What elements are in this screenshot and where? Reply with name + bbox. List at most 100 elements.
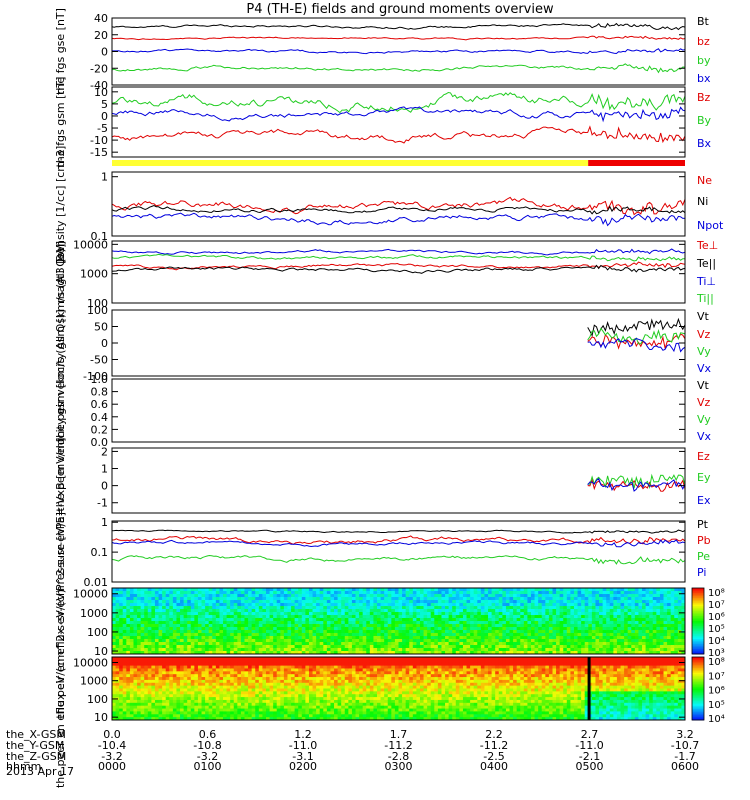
heatmap-cell <box>334 645 339 649</box>
heatmap-cell <box>552 588 557 592</box>
heatmap-cell <box>129 694 134 698</box>
heatmap-cell <box>262 588 267 592</box>
heatmap-cell <box>258 671 263 675</box>
heatmap-cell <box>548 615 553 619</box>
heatmap-cell <box>609 597 614 601</box>
heatmap-cell <box>405 615 410 619</box>
heatmap-cell <box>197 671 203 675</box>
heatmap-cell <box>223 633 228 637</box>
heatmap-cell <box>119 657 124 661</box>
heatmap-cell <box>154 679 160 684</box>
heatmap-cell <box>115 711 120 715</box>
heatmap-cell <box>151 624 156 628</box>
heatmap-cell <box>215 688 220 692</box>
heatmap-cell <box>219 699 224 704</box>
legend-entry: by <box>697 54 711 67</box>
heatmap-cell <box>577 606 582 610</box>
heatmap-cell <box>473 651 478 655</box>
heatmap-cell <box>183 705 188 710</box>
heatmap-cell <box>287 699 292 704</box>
heatmap-cell <box>258 665 263 669</box>
heatmap-cell <box>190 668 195 672</box>
heatmap-cell <box>308 609 314 613</box>
heatmap-cell <box>180 708 185 712</box>
heatmap-cell <box>212 633 217 637</box>
heatmap-cell <box>398 597 403 601</box>
heatmap-cell <box>172 688 177 692</box>
heatmap-cell <box>147 612 152 616</box>
heatmap-cell <box>226 691 231 695</box>
heatmap-cell <box>513 621 518 625</box>
heatmap-cell <box>634 648 639 652</box>
heatmap-cell <box>129 671 134 675</box>
heatmap-cell <box>190 636 195 640</box>
heatmap-cell <box>162 600 167 604</box>
heatmap-cell <box>613 630 618 634</box>
heatmap-cell <box>312 624 317 628</box>
heatmap-cell <box>552 630 557 634</box>
heatmap-cell <box>348 618 353 622</box>
y-axis-label: the peir en eflux eV/(cm^2-s-sr-eV) <box>54 523 67 718</box>
heatmap-cell <box>137 674 142 678</box>
heatmap-cell <box>144 688 149 692</box>
heatmap-cell <box>226 615 231 619</box>
heatmap-cell <box>477 606 482 610</box>
heatmap-cell <box>652 621 657 625</box>
heatmap-cell <box>115 671 120 675</box>
heatmap-cell <box>280 665 285 669</box>
heatmap-cell <box>158 591 163 595</box>
heatmap-cell <box>344 645 349 649</box>
heatmap-cell <box>634 621 639 625</box>
heatmap-cell <box>205 627 210 631</box>
heatmap-cell <box>215 624 220 628</box>
heatmap-cell <box>616 591 622 595</box>
heatmap-cell <box>556 600 561 604</box>
heatmap-cell <box>190 630 195 634</box>
heatmap-cell <box>505 642 511 646</box>
heatmap-cell <box>638 615 643 619</box>
heatmap-cell <box>556 612 561 616</box>
heatmap-cell <box>659 627 665 631</box>
heatmap-cell <box>230 688 235 692</box>
heatmap-cell <box>656 630 661 634</box>
heatmap-cell <box>584 591 589 595</box>
heatmap-cell <box>427 594 432 598</box>
heatmap-cell <box>126 624 131 628</box>
heatmap-cell <box>244 671 249 675</box>
heatmap-cell <box>319 600 324 604</box>
heatmap-cell <box>581 603 586 607</box>
heatmap-cell <box>158 627 163 631</box>
heatmap-cell <box>452 627 457 631</box>
heatmap-cell <box>498 648 503 652</box>
heatmap-cell <box>151 682 156 687</box>
heatmap-cell <box>509 636 514 640</box>
colorbar-swatch <box>692 627 704 630</box>
heatmap-cell <box>520 648 525 652</box>
heatmap-cell <box>563 603 568 607</box>
heatmap-cell <box>441 630 446 634</box>
heatmap-cell <box>602 633 607 637</box>
heatmap-cell <box>298 682 303 687</box>
heatmap-cell <box>663 612 668 616</box>
heatmap-cell <box>223 591 228 595</box>
heatmap-cell <box>634 594 639 598</box>
heatmap-cell <box>559 639 564 643</box>
heatmap-cell <box>405 636 410 640</box>
heatmap-cell <box>502 609 507 613</box>
heatmap-cell <box>319 615 324 619</box>
heatmap-cell <box>387 594 392 598</box>
heatmap-cell <box>559 651 564 655</box>
heatmap-cell <box>129 624 134 628</box>
heatmap-cell <box>362 624 367 628</box>
heatmap-cell <box>359 636 364 640</box>
heatmap-cell <box>624 630 629 634</box>
heatmap-cell <box>448 651 453 655</box>
heatmap-cell <box>255 657 260 661</box>
heatmap-cell <box>140 679 145 684</box>
heatmap-cell <box>477 630 482 634</box>
heatmap-cell <box>172 594 177 598</box>
heatmap-cell <box>609 645 614 649</box>
heatmap-cell <box>262 665 267 669</box>
heatmap-cell <box>269 691 274 695</box>
heatmap-cell <box>112 597 117 601</box>
